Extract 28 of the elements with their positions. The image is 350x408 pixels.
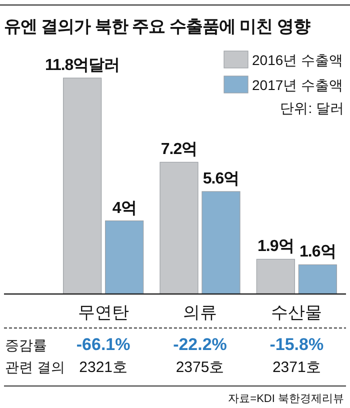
data-label: 5.6억 (202, 170, 240, 188)
bar (298, 264, 337, 294)
bar (63, 78, 102, 294)
text: -66.1% (76, 335, 130, 354)
text: 2321호 (79, 359, 128, 376)
data-label: 1.9억 (258, 238, 294, 256)
data-label: 7.2억 (160, 141, 198, 158)
bar (105, 220, 144, 294)
x-tick-label: 무연탄 (78, 303, 129, 322)
bar (202, 191, 240, 294)
bar (256, 258, 295, 294)
text: 관련 결의 (5, 359, 65, 375)
text: 자료=KDI 북한경제리뷰 (228, 393, 344, 405)
text: -22.2% (173, 335, 227, 354)
text: 2371호 (272, 359, 321, 376)
chart-title: 유엔 결의가 북한 주요 수출품에 미친 영향 (4, 17, 310, 36)
text: 2375호 (176, 359, 224, 376)
data-label: 11.8억달러 (44, 57, 120, 74)
data-label: 4억 (112, 200, 136, 217)
data-label: 1.6억 (300, 244, 336, 261)
annotation: 단위: 달러 (280, 100, 344, 116)
text: -15.8% (270, 335, 324, 354)
x-tick-label: 수산물 (271, 303, 322, 322)
text: 증감률 (5, 337, 47, 353)
legend-label: 2016년 수출액 (252, 52, 344, 68)
legend-label: 2017년 수출액 (252, 77, 344, 93)
x-tick-label: 의류 (183, 303, 217, 322)
bar (160, 162, 198, 294)
